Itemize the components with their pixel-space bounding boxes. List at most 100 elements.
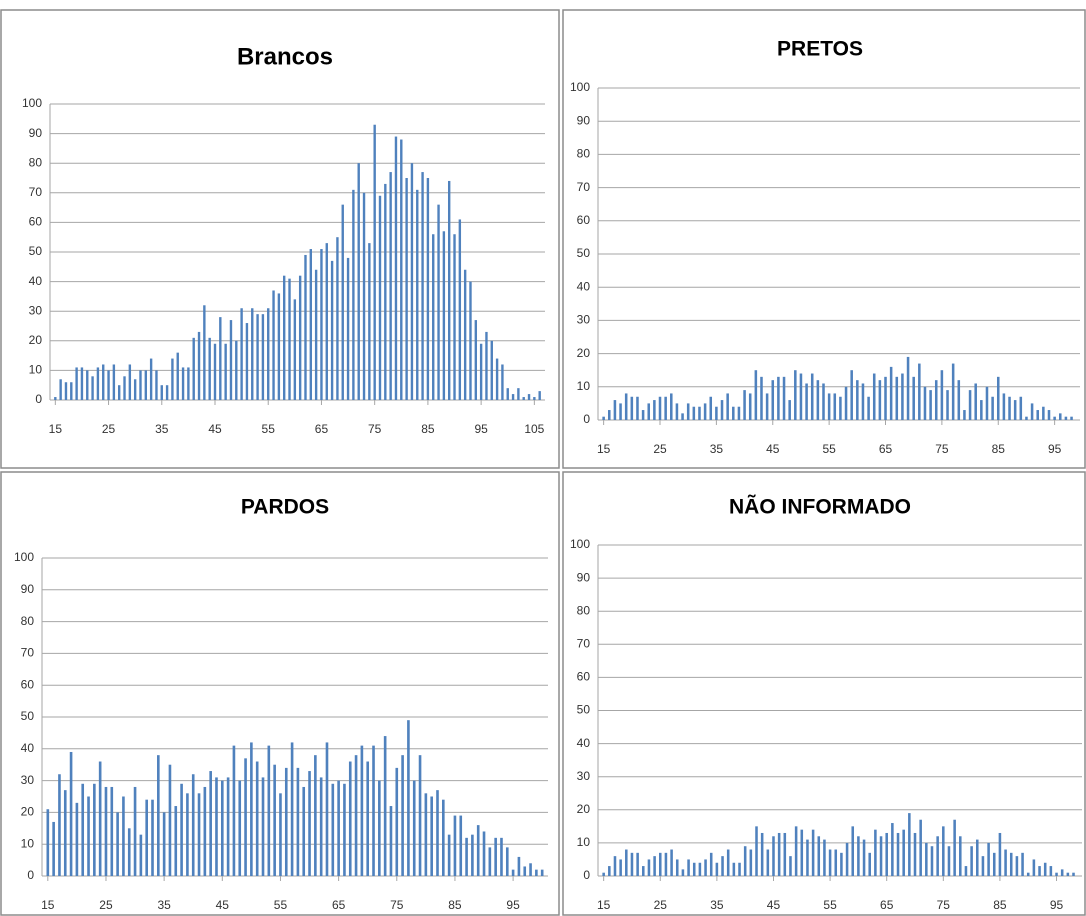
x-tick-label: 55 [262, 422, 276, 436]
bar [980, 400, 983, 420]
bar [341, 204, 344, 400]
bar [968, 390, 972, 420]
bar [284, 767, 288, 876]
bar [279, 793, 282, 876]
bar [476, 825, 480, 876]
y-tick-label: 90 [577, 113, 591, 127]
panel-frame [0, 471, 560, 916]
bar [794, 370, 797, 420]
bar [1042, 406, 1045, 420]
bar [630, 396, 634, 420]
bar [133, 379, 137, 400]
bar [806, 839, 809, 876]
bar [302, 786, 306, 876]
bar [86, 370, 89, 400]
bar [325, 742, 329, 876]
bar [453, 815, 457, 876]
bar [442, 231, 446, 400]
bar [981, 856, 985, 876]
bar [245, 323, 249, 400]
bar [277, 293, 281, 400]
bar [957, 380, 961, 420]
bar [991, 396, 994, 420]
bar [783, 832, 787, 876]
bar [1002, 393, 1006, 420]
bar [495, 358, 499, 400]
bar [538, 391, 541, 400]
bar [726, 849, 730, 876]
bar [889, 366, 893, 420]
x-tick-label: 95 [506, 898, 520, 912]
bar [304, 254, 307, 400]
bar [197, 331, 201, 400]
bar [867, 396, 870, 420]
bar [314, 269, 318, 400]
bar [424, 793, 428, 876]
bar [1066, 872, 1070, 876]
bar [1004, 849, 1007, 876]
bar [698, 406, 701, 420]
bar [104, 786, 108, 876]
bar [337, 780, 340, 876]
bar [490, 340, 493, 400]
bar [69, 751, 73, 876]
bar [996, 376, 1000, 420]
bar [128, 364, 132, 400]
x-tick-label: 85 [448, 898, 462, 912]
x-tick-label: 15 [49, 422, 63, 436]
bar [726, 393, 729, 420]
y-tick-label: 60 [577, 213, 591, 227]
bar [181, 367, 185, 400]
bar [75, 802, 79, 876]
bar [453, 234, 456, 400]
bar [192, 337, 195, 400]
bar [822, 383, 825, 420]
bar [766, 849, 770, 876]
bar [471, 834, 474, 876]
bar [625, 849, 628, 876]
bar [70, 382, 73, 400]
bar [946, 390, 949, 420]
bar [96, 367, 100, 400]
bar [1015, 856, 1019, 876]
y-tick-label: 20 [21, 805, 35, 819]
y-tick-label: 20 [577, 802, 591, 816]
bar [535, 869, 538, 876]
bar [298, 275, 302, 400]
bar [925, 842, 928, 876]
bar [432, 234, 435, 400]
bar [346, 257, 350, 400]
bar [992, 852, 996, 876]
bar [506, 388, 509, 400]
x-tick-label: 55 [823, 898, 837, 912]
chart-title: Brancos [237, 43, 333, 70]
bar [998, 832, 1002, 876]
bar [75, 367, 78, 400]
bar [133, 786, 137, 876]
bar [459, 815, 463, 876]
y-tick-label: 70 [21, 646, 35, 660]
y-tick-label: 30 [29, 303, 43, 317]
bar [704, 859, 707, 876]
bar [923, 386, 927, 420]
bar [529, 863, 532, 876]
bar [187, 367, 190, 400]
bar [816, 380, 820, 420]
bar [850, 370, 853, 420]
bar [987, 842, 990, 876]
bar [670, 849, 673, 876]
y-tick-label: 50 [21, 709, 35, 723]
bar [670, 393, 673, 420]
y-tick-label: 100 [570, 80, 590, 94]
y-tick-label: 50 [29, 244, 43, 258]
bar [458, 219, 462, 400]
x-tick-label: 95 [1048, 442, 1062, 456]
x-tick-label: 75 [368, 422, 382, 436]
bar [235, 340, 238, 400]
bar [703, 403, 707, 420]
bar [681, 413, 684, 420]
bar [906, 356, 910, 420]
y-tick-label: 40 [21, 741, 35, 755]
x-tick-label: 25 [102, 422, 116, 436]
x-tick-label: 85 [993, 898, 1007, 912]
